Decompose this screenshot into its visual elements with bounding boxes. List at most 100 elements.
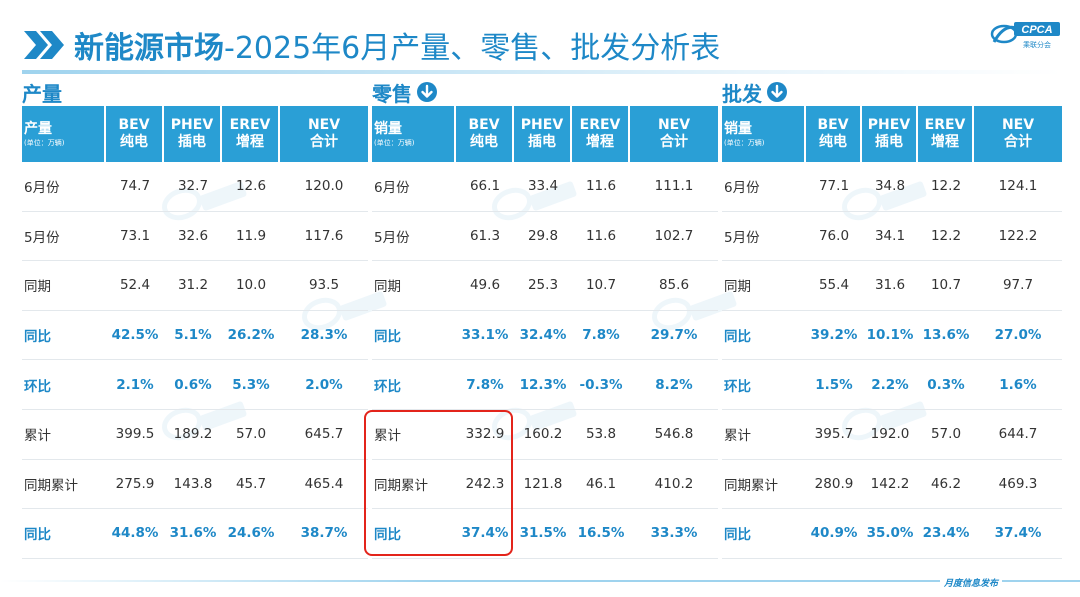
table-cell: 1.6% — [999, 376, 1037, 393]
table-cell: 11.6 — [585, 178, 617, 195]
table-cell: 410.2 — [654, 475, 694, 492]
logo-text: CPCA — [1021, 24, 1052, 36]
table-cell: 32.4% — [519, 327, 567, 344]
column-header-line2: 纯电 — [470, 134, 498, 150]
table-row: 同期累计 242.3 121.8 46.1 410.2 — [372, 460, 718, 510]
table-row: 5月份 61.3 29.8 11.6 102.7 — [372, 212, 718, 262]
corner-unit: (单位：万辆) — [724, 138, 765, 147]
table-cell: 25.3 — [527, 277, 559, 294]
row-label: 同期 — [24, 279, 51, 296]
section-title-label: 批发 — [722, 81, 762, 106]
table-cell: 26.2% — [227, 327, 275, 344]
table-header-row: 销量 (单位：万辆) BEV 纯电 PHEV 插电 EREV 增程 NEV 合计 — [372, 106, 718, 162]
table-cell: 76.0 — [818, 227, 850, 244]
table-cell: 28.3% — [300, 327, 348, 344]
table-row: 5月份 76.0 34.1 12.2 122.2 — [722, 212, 1062, 262]
table-row: 6月份 74.7 32.7 12.6 120.0 — [22, 162, 368, 212]
table-row: 同期累计 280.9 142.2 46.2 469.3 — [722, 460, 1062, 510]
table-cell: 644.7 — [998, 426, 1038, 443]
table-cell: 66.1 — [469, 178, 501, 195]
table-cell: 0.6% — [174, 376, 212, 393]
column-header: EREV 增程 — [572, 106, 630, 162]
watermark-logo-icon — [160, 400, 250, 446]
table-cell: 192.0 — [870, 426, 910, 443]
arrow-down-circle-icon[interactable] — [417, 82, 437, 102]
table-cell: 7.8% — [466, 376, 504, 393]
table-cell: 469.3 — [998, 475, 1038, 492]
table-row: 环比 7.8% 12.3% -0.3% 8.2% — [372, 360, 718, 410]
column-header-line1: BEV — [817, 117, 849, 133]
table-cell: 10.7 — [930, 277, 962, 294]
column-header: NEV 合计 — [974, 106, 1062, 162]
table-cell: 44.8% — [111, 525, 159, 542]
section-title-label: 产量 — [22, 81, 62, 106]
table-row: 同期 52.4 31.2 10.0 93.5 — [22, 261, 368, 311]
table-cell: 121.8 — [523, 475, 563, 492]
row-label: 同期累计 — [24, 477, 78, 494]
row-label: 同比 — [374, 329, 401, 346]
table-cell: 117.6 — [304, 227, 344, 244]
table-cell: 5.3% — [232, 376, 270, 393]
table-cell: 12.2 — [930, 178, 962, 195]
corner-header-cell: 销量 (单位：万辆) — [722, 106, 806, 162]
table-row: 同期 49.6 25.3 10.7 85.6 — [372, 261, 718, 311]
row-label: 累计 — [24, 428, 51, 445]
column-header: EREV 增程 — [918, 106, 974, 162]
table-cell: 34.1 — [874, 227, 906, 244]
table-cell: 37.4% — [461, 525, 509, 542]
column-header: PHEV 插电 — [164, 106, 222, 162]
page-title-main: 新能源市场 — [74, 31, 224, 66]
title-bar: 新能源市场-2025年6月产量、零售、批发分析表 — [22, 20, 720, 70]
column-header-line2: 插电 — [528, 134, 556, 150]
table-cell: 52.4 — [119, 277, 151, 294]
table-cell: 46.2 — [930, 475, 962, 492]
column-header-line1: PHEV — [867, 117, 911, 133]
table-row: 6月份 77.1 34.8 12.2 124.1 — [722, 162, 1062, 212]
table-row: 同比 42.5% 5.1% 26.2% 28.3% — [22, 311, 368, 361]
column-header-line2: 增程 — [931, 134, 959, 150]
table-cell: 31.6 — [874, 277, 906, 294]
table-cell: 57.0 — [235, 426, 267, 443]
page-title: 新能源市场-2025年6月产量、零售、批发分析表 — [74, 23, 720, 67]
table-row: 同期 55.4 31.6 10.7 97.7 — [722, 261, 1062, 311]
section-title-wholesale: 批发 — [722, 80, 787, 106]
table-cell: 2.2% — [871, 376, 909, 393]
table-cell: 111.1 — [654, 178, 694, 195]
table-row: 环比 2.1% 0.6% 5.3% 2.0% — [22, 360, 368, 410]
table-cell: 85.6 — [658, 277, 690, 294]
footer-line — [0, 580, 1080, 582]
watermark-logo-icon — [300, 290, 390, 336]
corner-unit: (单位：万辆) — [24, 138, 65, 147]
table-row: 环比 1.5% 2.2% 0.3% 1.6% — [722, 360, 1062, 410]
column-header-line2: 插电 — [875, 134, 903, 150]
table-cell: 49.6 — [469, 277, 501, 294]
column-header: EREV 增程 — [222, 106, 280, 162]
table-cell: 122.2 — [998, 227, 1038, 244]
logo-subtext: 乘联分会 — [1023, 40, 1051, 49]
corner-unit: (单位：万辆) — [374, 138, 415, 147]
table-cell: 55.4 — [818, 277, 850, 294]
table-cell: 7.8% — [582, 327, 620, 344]
column-header-line1: EREV — [579, 117, 621, 133]
table-cell: 53.8 — [585, 426, 617, 443]
table-cell: 32.7 — [177, 178, 209, 195]
column-header: NEV 合计 — [630, 106, 718, 162]
column-header-line2: 插电 — [178, 134, 206, 150]
row-label: 同比 — [24, 329, 51, 346]
corner-header-cell: 销量 (单位：万辆) — [372, 106, 456, 162]
watermark-logo-icon — [650, 290, 740, 336]
arrow-down-circle-icon[interactable] — [767, 82, 787, 102]
table-cell: 11.9 — [235, 227, 267, 244]
column-header-line1: BEV — [118, 117, 150, 133]
table-cell: 34.8 — [874, 178, 906, 195]
table-cell: 61.3 — [469, 227, 501, 244]
row-label: 同期累计 — [724, 477, 778, 494]
table-cell: 399.5 — [115, 426, 155, 443]
column-header-line1: EREV — [229, 117, 271, 133]
corner-label: 销量 — [374, 120, 402, 137]
table-cell: 546.8 — [654, 426, 694, 443]
row-label: 6月份 — [24, 180, 60, 197]
table-row: 同比 37.4% 31.5% 16.5% 33.3% — [372, 509, 718, 559]
table-cell: 11.6 — [585, 227, 617, 244]
table-cell: 39.2% — [810, 327, 858, 344]
